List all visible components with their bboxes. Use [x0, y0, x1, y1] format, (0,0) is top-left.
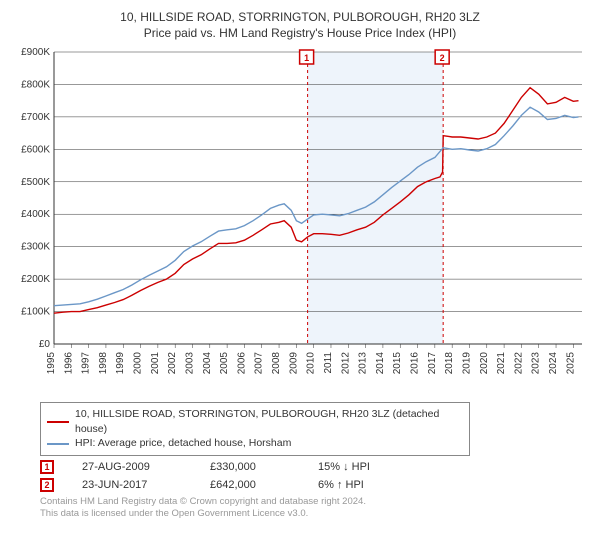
event-row: 2 23-JUN-2017 £642,000 6% ↑ HPI: [40, 478, 584, 492]
svg-text:1999: 1999: [115, 352, 126, 375]
svg-text:£700K: £700K: [21, 112, 50, 123]
chart-title-main: 10, HILLSIDE ROAD, STORRINGTON, PULBOROU…: [10, 10, 590, 24]
footer-line2: This data is licensed under the Open Gov…: [40, 508, 584, 520]
svg-text:2014: 2014: [375, 352, 386, 375]
svg-text:1: 1: [304, 53, 309, 63]
svg-text:2018: 2018: [444, 352, 455, 375]
svg-text:£600K: £600K: [21, 144, 50, 155]
svg-text:£200K: £200K: [21, 274, 50, 285]
svg-text:2007: 2007: [254, 352, 265, 375]
svg-text:£400K: £400K: [21, 209, 50, 220]
svg-text:£100K: £100K: [21, 307, 50, 318]
legend-row: 10, HILLSIDE ROAD, STORRINGTON, PULBOROU…: [47, 407, 463, 436]
svg-text:2001: 2001: [150, 352, 161, 375]
footer-attribution: Contains HM Land Registry data © Crown c…: [40, 496, 584, 521]
svg-text:2024: 2024: [548, 352, 559, 375]
svg-text:£800K: £800K: [21, 79, 50, 90]
legend-row: HPI: Average price, detached house, Hors…: [47, 436, 463, 451]
legend: 10, HILLSIDE ROAD, STORRINGTON, PULBOROU…: [40, 402, 470, 456]
legend-swatch: [47, 443, 69, 445]
svg-text:2017: 2017: [427, 352, 438, 375]
svg-text:2006: 2006: [236, 352, 247, 375]
legend-label: 10, HILLSIDE ROAD, STORRINGTON, PULBOROU…: [75, 407, 463, 436]
svg-text:£300K: £300K: [21, 242, 50, 253]
event-price: £330,000: [210, 461, 290, 473]
svg-text:2002: 2002: [167, 352, 178, 375]
svg-text:2005: 2005: [219, 352, 230, 375]
event-price: £642,000: [210, 479, 290, 491]
svg-text:2004: 2004: [202, 352, 213, 375]
chart-title-block: 10, HILLSIDE ROAD, STORRINGTON, PULBOROU…: [10, 10, 590, 40]
svg-text:£900K: £900K: [21, 47, 50, 58]
svg-text:1996: 1996: [63, 352, 74, 375]
event-marker: 1: [40, 460, 54, 474]
legend-swatch: [47, 421, 69, 423]
svg-text:2023: 2023: [531, 352, 542, 375]
svg-text:2: 2: [440, 53, 445, 63]
svg-text:2013: 2013: [358, 352, 369, 375]
event-delta: 6% ↑ HPI: [318, 479, 398, 491]
line-chart: £0 £100K £200K £300K £400K £500K £600K £700K £80…: [10, 46, 590, 396]
svg-text:2008: 2008: [271, 352, 282, 375]
svg-text:£500K: £500K: [21, 177, 50, 188]
svg-text:1997: 1997: [81, 352, 92, 375]
svg-text:2022: 2022: [513, 352, 524, 375]
svg-text:2025: 2025: [565, 352, 576, 375]
svg-text:1995: 1995: [46, 352, 57, 375]
svg-text:2019: 2019: [461, 352, 472, 375]
svg-text:2009: 2009: [288, 352, 299, 375]
svg-text:2000: 2000: [133, 352, 144, 375]
event-row: 1 27-AUG-2009 £330,000 15% ↓ HPI: [40, 460, 584, 474]
svg-text:2021: 2021: [496, 352, 507, 375]
svg-text:2016: 2016: [410, 352, 421, 375]
svg-text:2012: 2012: [340, 352, 351, 375]
chart-area: £0 £100K £200K £300K £400K £500K £600K £700K £80…: [10, 46, 590, 396]
event-table: 1 27-AUG-2009 £330,000 15% ↓ HPI 2 23-JUN-201…: [40, 460, 584, 492]
footer-line1: Contains HM Land Registry data © Crown c…: [40, 496, 584, 508]
svg-text:2003: 2003: [184, 352, 195, 375]
svg-text:2010: 2010: [306, 352, 317, 375]
svg-text:1998: 1998: [98, 352, 109, 375]
event-marker: 2: [40, 478, 54, 492]
svg-text:£0: £0: [39, 339, 51, 350]
legend-label: HPI: Average price, detached house, Hors…: [75, 436, 291, 451]
event-date: 27-AUG-2009: [82, 461, 182, 473]
chart-title-sub: Price paid vs. HM Land Registry's House …: [10, 26, 590, 40]
event-date: 23-JUN-2017: [82, 479, 182, 491]
svg-text:2020: 2020: [479, 352, 490, 375]
svg-text:2015: 2015: [392, 352, 403, 375]
svg-text:2011: 2011: [323, 352, 334, 374]
event-delta: 15% ↓ HPI: [318, 461, 398, 473]
